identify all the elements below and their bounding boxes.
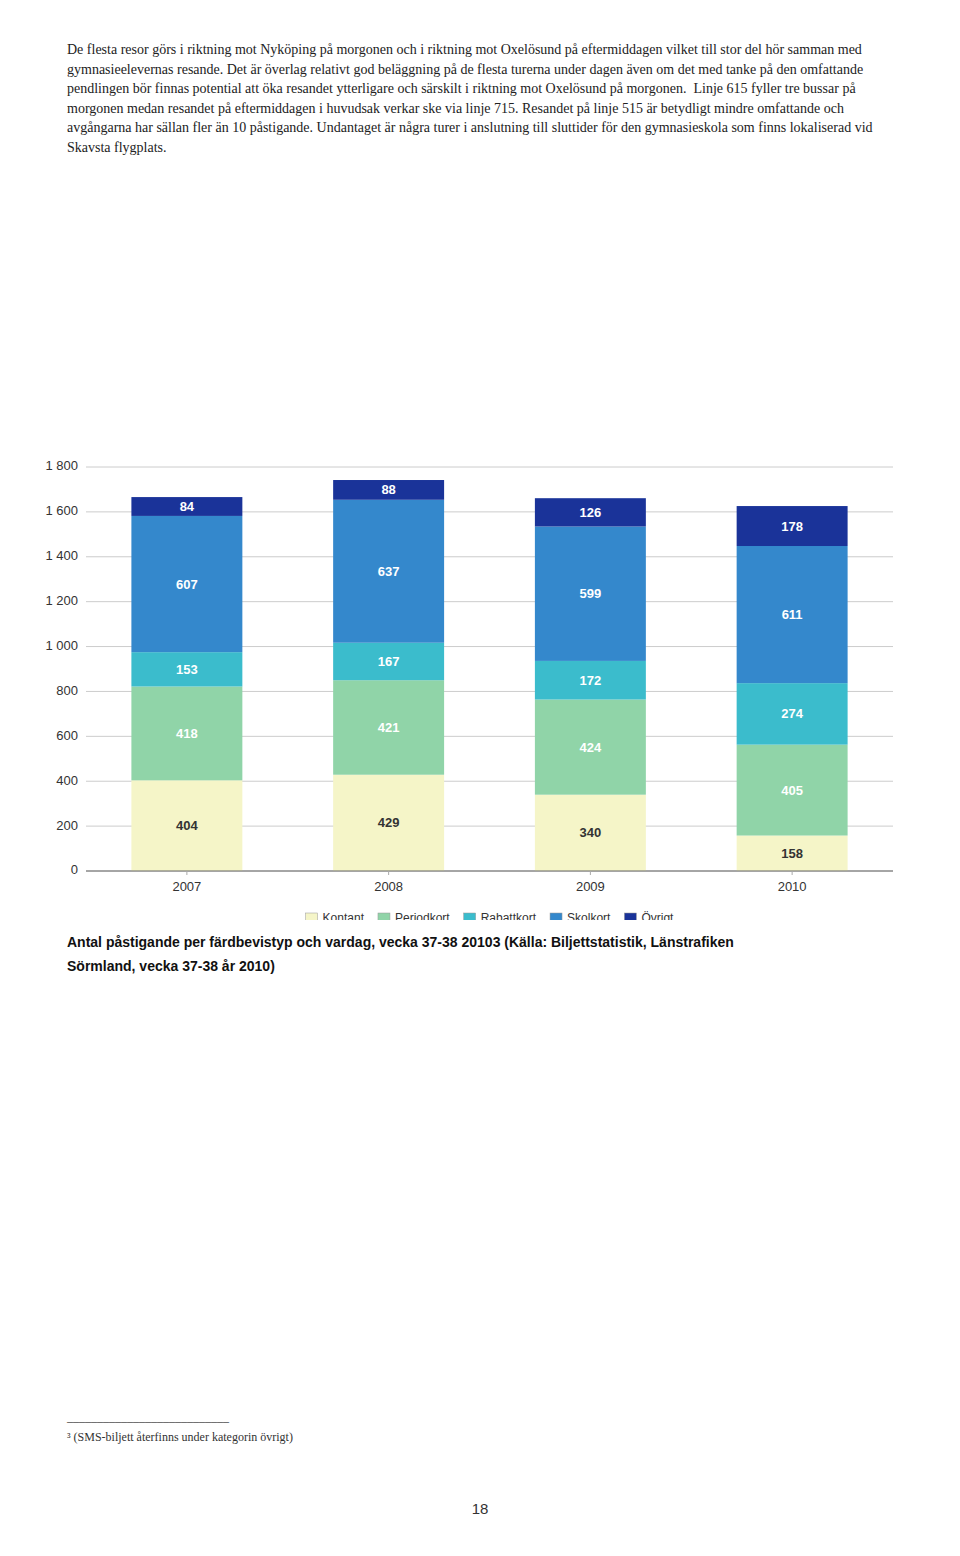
bar — [131, 516, 242, 652]
y-tick-label: 1 200 — [45, 593, 78, 608]
footnote: ³ (SMS-biljett återfinns under kategorin… — [67, 1430, 293, 1445]
y-tick-label: 1 000 — [45, 638, 78, 653]
bar — [535, 661, 646, 700]
data-label: 172 — [580, 673, 602, 688]
y-tick-label: 1 600 — [45, 503, 78, 518]
bar — [737, 506, 848, 546]
bar — [131, 780, 242, 871]
data-label: 418 — [176, 726, 198, 741]
legend-label: Övrigt — [641, 911, 674, 920]
data-label: 178 — [781, 519, 803, 534]
page-number: 18 — [0, 1500, 960, 1517]
legend-swatch — [624, 913, 636, 920]
bar — [131, 687, 242, 781]
legend-label: Skolkort — [567, 911, 611, 920]
bar — [131, 497, 242, 516]
x-tick — [590, 871, 591, 875]
legend-label: Rabattkort — [481, 911, 537, 920]
data-label: 274 — [781, 706, 803, 721]
bar — [333, 480, 444, 500]
legend-swatch — [378, 913, 390, 920]
data-label: 88 — [381, 482, 395, 497]
bar — [535, 526, 646, 660]
y-tick-label: 200 — [56, 818, 78, 833]
legend-swatch — [550, 913, 562, 920]
bar — [333, 643, 444, 680]
bar — [737, 745, 848, 836]
y-tick-label: 600 — [56, 728, 78, 743]
bar — [333, 680, 444, 774]
data-label: 167 — [378, 654, 400, 669]
x-tick-label: 2010 — [778, 879, 807, 894]
data-label: 404 — [176, 818, 198, 833]
footnote-rule: ___________________________ — [67, 1410, 229, 1425]
y-tick-label: 1 800 — [45, 458, 78, 473]
data-label: 405 — [781, 783, 803, 798]
caption: Antal påstigande per färdbevistyp och va… — [67, 934, 927, 982]
x-tick-label: 2007 — [172, 879, 201, 894]
caption-line: Antal påstigande per färdbevistyp och va… — [67, 934, 927, 950]
x-tick-label: 2009 — [576, 879, 605, 894]
legend-label: Kontant — [323, 911, 365, 920]
x-tick — [186, 871, 187, 875]
y-tick-label: 800 — [56, 683, 78, 698]
paragraph: De flesta resor görs i riktning mot Nykö… — [67, 40, 893, 158]
data-label: 126 — [580, 505, 602, 520]
data-label: 153 — [176, 662, 198, 677]
bar — [737, 836, 848, 871]
x-tick — [792, 871, 793, 875]
bar — [333, 500, 444, 643]
data-labels: 404 429 340 158 418 421 424 405 153 167 172 274 607 6… — [176, 482, 804, 860]
legend-swatch — [306, 913, 318, 920]
caption-line: Sörmland, vecka 37-38 år 2010) — [67, 958, 927, 974]
data-label: 611 — [782, 607, 803, 622]
data-label: 424 — [580, 740, 602, 755]
bars — [131, 480, 847, 871]
bar — [535, 498, 646, 526]
y-tick-label: 0 — [71, 862, 78, 877]
bar — [737, 683, 848, 744]
data-label: 607 — [176, 577, 198, 592]
legend-swatch — [464, 913, 476, 920]
bar — [737, 546, 848, 683]
data-label: 599 — [580, 586, 602, 601]
data-label: 429 — [378, 815, 400, 830]
y-tick-label: 400 — [56, 773, 78, 788]
x-tick — [388, 871, 389, 875]
x-axis-line — [86, 871, 893, 872]
data-label: 637 — [378, 564, 400, 579]
y-tick-label: 1 400 — [45, 548, 78, 563]
grid-line — [86, 871, 893, 872]
grid-line — [86, 467, 893, 468]
bar — [535, 795, 646, 871]
data-label: 421 — [378, 720, 400, 735]
legend: Kontant Periodkort Rabattkort Skolkort Övrig… — [306, 911, 674, 920]
x-tick-label: 2008 — [374, 879, 403, 894]
grid — [86, 467, 893, 871]
legend-label: Periodkort — [395, 911, 450, 920]
data-label: 84 — [180, 499, 195, 514]
data-label: 158 — [781, 846, 803, 861]
chart: 0 200 400 600 800 1 000 1 200 1 400 1 600 1 800 40… — [0, 440, 960, 920]
bar — [535, 700, 646, 795]
bar — [333, 775, 444, 871]
bar — [131, 652, 242, 686]
data-label: 340 — [580, 825, 602, 840]
